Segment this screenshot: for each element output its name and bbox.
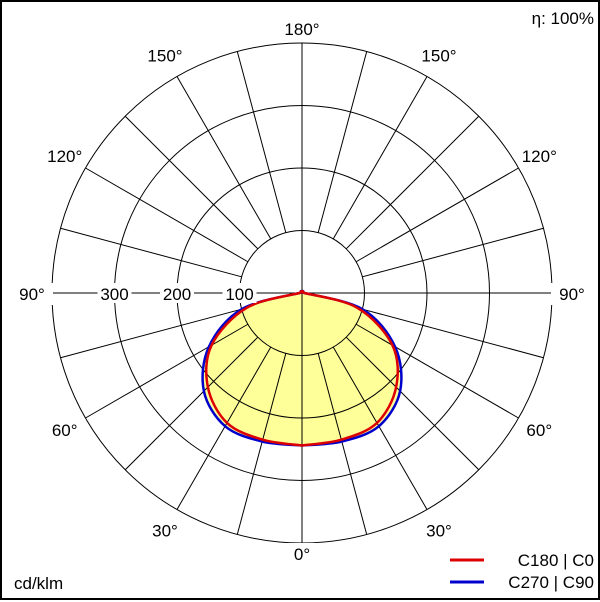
angle-label-30-right: 30°	[426, 521, 452, 540]
angle-label-60-right: 60°	[526, 421, 552, 440]
angle-label-bg-120	[43, 145, 86, 167]
radial-label-200: 200	[163, 285, 191, 304]
unit-label: cd/klm	[14, 574, 63, 593]
axis-labels: 100 200 300 180° 150° 150° 120° 120° 90° 90° 60° 60…	[11, 18, 593, 565]
angle-label-bg-30	[418, 519, 460, 542]
grid-spoke-330	[176, 346, 272, 510]
angle-label-bg-150	[144, 44, 186, 67]
angle-label-bg-60	[518, 419, 561, 441]
grid-spoke-135	[345, 115, 480, 250]
angle-label-180: 180°	[284, 20, 319, 39]
angle-label-120-left: 120°	[47, 147, 82, 166]
grid-spoke-165	[317, 51, 368, 233]
grid-spoke-255	[60, 227, 242, 278]
legend-label-c270-c90: C270 | C90	[508, 573, 594, 592]
angle-label-0: 0°	[294, 545, 310, 564]
angle-label-bg-150	[418, 44, 460, 67]
grid-spoke-285	[60, 308, 242, 359]
angle-label-bg-60	[43, 419, 86, 441]
grid-spoke-150	[332, 76, 428, 240]
angle-label-bg-90	[11, 283, 53, 305]
legend: C180 | C0 C270 | C90	[450, 551, 594, 592]
radial-label-bg-200	[160, 283, 194, 303]
curve-c180-c0	[204, 289, 400, 447]
radial-label-bg-300	[97, 283, 132, 303]
grid-spoke-30	[332, 346, 428, 510]
angle-label-90-right: 90°	[559, 285, 585, 304]
angle-label-150-left: 150°	[147, 47, 182, 66]
efficiency-label: η: 100%	[532, 9, 594, 28]
polar-grid	[51, 42, 553, 544]
grid-spoke-75	[362, 308, 544, 359]
grid-spoke-315	[124, 336, 259, 471]
angle-label-bg-0	[281, 543, 323, 565]
radial-label-100: 100	[225, 285, 253, 304]
grid-spoke-210	[176, 76, 272, 240]
distribution-curves	[201, 289, 403, 447]
angle-label-bg-90	[551, 283, 593, 305]
angle-label-30-left: 30°	[152, 521, 178, 540]
grid-spoke-105	[362, 227, 544, 278]
legend-label-c180-c0: C180 | C0	[518, 551, 594, 570]
grid-spoke-300	[85, 323, 249, 419]
grid-spoke-120	[355, 167, 519, 263]
angle-label-60-left: 60°	[52, 421, 78, 440]
angle-label-150-right: 150°	[421, 47, 456, 66]
grid-spoke-60	[355, 323, 519, 419]
grid-spoke-225	[124, 115, 259, 250]
radial-label-300: 300	[100, 285, 128, 304]
grid-spoke-195	[236, 51, 287, 233]
grid-spoke-15	[317, 353, 368, 535]
angle-label-bg-180	[281, 18, 323, 40]
radial-label-bg-100	[222, 283, 257, 303]
grid-spoke-345	[236, 353, 287, 535]
angle-label-bg-30	[144, 519, 186, 542]
grid-spoke-240	[85, 167, 249, 263]
grid-spoke-45	[345, 336, 480, 471]
angle-label-90-left: 90°	[19, 285, 45, 304]
angle-label-bg-120	[518, 145, 561, 167]
angle-label-120-right: 120°	[522, 147, 557, 166]
